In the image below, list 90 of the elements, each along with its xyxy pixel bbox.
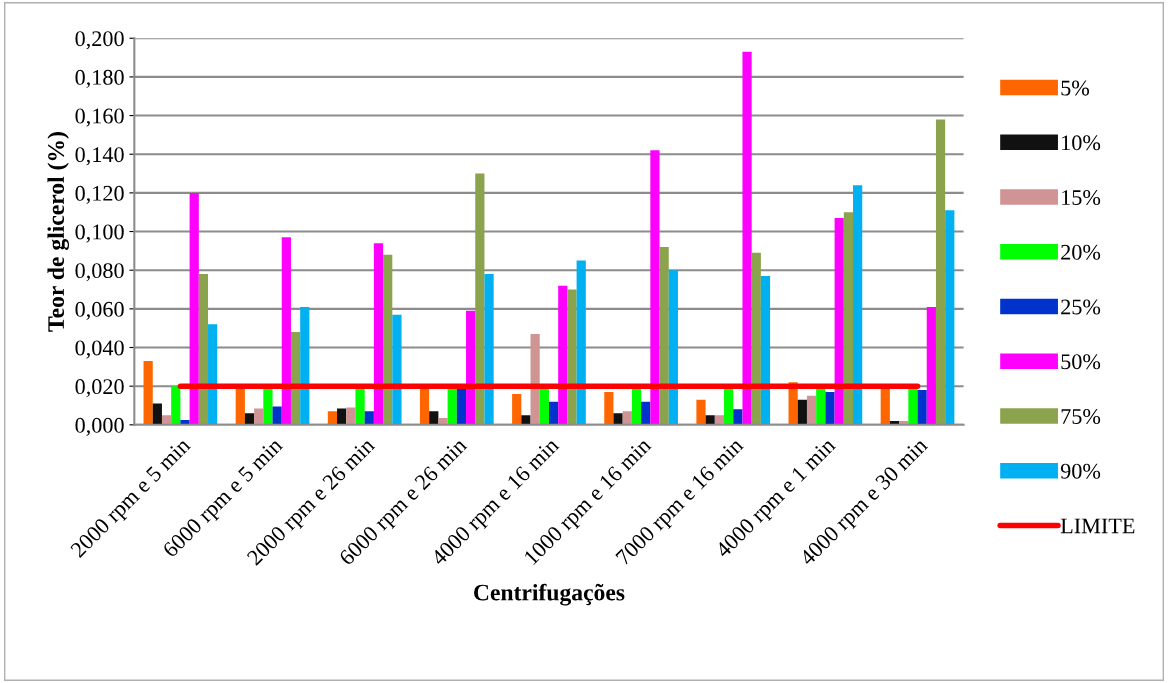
bar [843, 212, 854, 425]
y-tick-label: 0,180 [75, 69, 124, 89]
bar [806, 395, 817, 425]
bar [512, 393, 522, 425]
bar [244, 413, 255, 425]
bar [714, 415, 725, 425]
bar [659, 247, 669, 425]
legend-label: 50% [1061, 354, 1101, 370]
y-tick-label: 0,160 [75, 108, 124, 127]
bar [456, 388, 467, 425]
bar [917, 390, 927, 425]
bar [760, 275, 771, 425]
bar [668, 270, 678, 425]
bar [383, 254, 393, 425]
bar [576, 260, 586, 425]
bar [475, 173, 485, 425]
bar [530, 333, 540, 425]
y-axis-title: Teor de glicerol (%) [47, 132, 70, 332]
y-tick-label: 0,060 [75, 301, 124, 320]
bar [364, 411, 374, 425]
bar [742, 51, 752, 425]
bar [816, 388, 826, 425]
bar [622, 411, 632, 425]
bar [346, 407, 356, 425]
bar [281, 237, 291, 425]
bar [705, 415, 715, 425]
bar [208, 324, 218, 425]
bar [880, 388, 890, 425]
bar [797, 399, 807, 425]
bar [724, 388, 734, 425]
y-tick-label: 0,080 [75, 263, 124, 282]
bar [539, 388, 549, 425]
legend-label: 5% [1061, 80, 1090, 96]
y-tick-label: 0,120 [75, 185, 124, 205]
bar [327, 411, 338, 425]
bar [254, 408, 264, 425]
bar [484, 274, 494, 425]
bar [751, 252, 761, 425]
legend-label: 90% [1060, 463, 1101, 479]
bar [355, 388, 365, 425]
bar [825, 391, 835, 425]
x-axis-title: Centrifugações [474, 583, 625, 606]
bar [263, 388, 273, 425]
bar [438, 418, 448, 425]
bar [392, 314, 402, 425]
legend-label: 75% [1061, 408, 1101, 425]
bar [198, 274, 209, 425]
bar [935, 119, 946, 425]
bar [272, 406, 282, 425]
y-tick-label: 0,020 [75, 379, 124, 398]
bar [447, 388, 457, 425]
bar [161, 415, 172, 425]
y-tick-label: 0,100 [75, 224, 124, 243]
legend-label: 25% [1061, 299, 1101, 315]
bar [631, 388, 642, 425]
bar [853, 185, 863, 425]
bar [152, 403, 162, 425]
y-tick-label: 0,200 [75, 31, 124, 50]
bar [235, 388, 245, 425]
bar [171, 386, 181, 425]
bar [834, 218, 844, 425]
bar [908, 388, 918, 425]
bar [641, 401, 651, 425]
bar [696, 399, 706, 425]
bar [521, 415, 531, 425]
legend-label: 10% [1062, 135, 1101, 151]
legend-label: 20% [1061, 244, 1101, 260]
y-tick-label: 0,040 [75, 340, 124, 359]
y-tick-label: 0,140 [75, 147, 124, 166]
bar [567, 289, 577, 425]
bar [419, 388, 430, 425]
bar [650, 150, 660, 425]
bar [300, 306, 310, 425]
bar [926, 306, 936, 425]
bar [373, 243, 384, 425]
bar [945, 210, 955, 425]
bar [558, 285, 568, 425]
bar [337, 408, 347, 425]
bar [143, 361, 153, 425]
bar [604, 391, 614, 425]
bar [613, 413, 623, 425]
legend-label: 15% [1062, 190, 1101, 206]
bar [290, 332, 301, 425]
bar [189, 192, 199, 425]
legend-label: LIMITE [1060, 518, 1135, 534]
bar [466, 310, 476, 425]
bar [429, 411, 439, 425]
y-tick-label: 0,000 [75, 417, 124, 436]
bar [548, 401, 559, 425]
bar [733, 409, 743, 425]
